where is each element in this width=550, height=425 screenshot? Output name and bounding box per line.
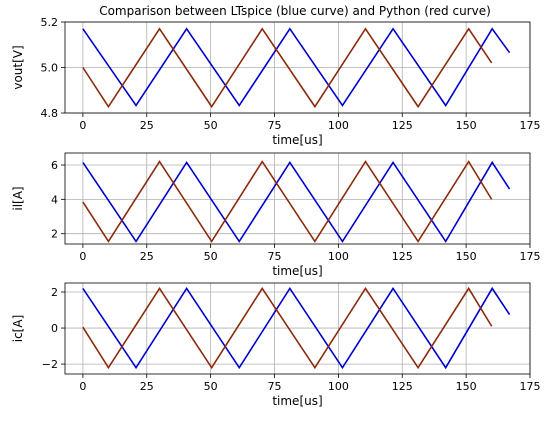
axes-frame — [64, 282, 531, 375]
x-tick-label: 125 — [392, 250, 413, 263]
figure-title: Comparison between LTspice (blue curve) … — [99, 4, 491, 18]
x-axis-label: time[us] — [272, 133, 322, 147]
y-axis-label: il[A] — [11, 186, 25, 210]
x-tick-label: 175 — [520, 380, 541, 393]
y-tick-label: 6 — [51, 159, 58, 172]
python-curve — [82, 27, 493, 109]
y-tick-label: −2 — [42, 358, 58, 371]
x-tick-label: 0 — [79, 250, 86, 263]
x-axis-label: time[us] — [272, 394, 322, 408]
x-tick-label: 50 — [204, 250, 218, 263]
y-axis-label: ic[A] — [11, 315, 25, 343]
x-tick-label: 0 — [79, 380, 86, 393]
x-tick-label: 150 — [456, 250, 477, 263]
x-tick-label: 150 — [456, 119, 477, 132]
python-curve — [82, 286, 493, 370]
x-tick-label: 125 — [392, 380, 413, 393]
ltspice-curve — [82, 27, 511, 107]
y-tick-label: 2 — [51, 286, 58, 299]
x-tick-label: 150 — [456, 380, 477, 393]
y-tick-label: 4.8 — [41, 107, 59, 120]
y-tick-label: 4 — [51, 193, 58, 206]
x-tick-label: 75 — [268, 380, 282, 393]
x-tick-label: 175 — [520, 119, 541, 132]
y-tick-label: 5.0 — [41, 62, 59, 75]
axes-frame — [64, 152, 531, 245]
y-tick-label: 2 — [51, 228, 58, 241]
x-tick-label: 100 — [328, 250, 349, 263]
python-curve — [82, 160, 493, 243]
y-axis-label: vout[V] — [11, 45, 25, 89]
x-tick-label: 25 — [140, 250, 154, 263]
x-tick-label: 100 — [328, 119, 349, 132]
y-tick-label: 0 — [51, 322, 58, 335]
x-tick-label: 50 — [204, 380, 218, 393]
x-axis-label: time[us] — [272, 264, 322, 278]
x-tick-label: 50 — [204, 119, 218, 132]
subplot-ila: 0 25 50 75 100 125 150 175 2 4 6 time[us] il[A] — [11, 152, 541, 278]
ltspice-curve — [82, 286, 511, 370]
x-tick-label: 0 — [79, 119, 86, 132]
x-tick-label: 25 — [140, 119, 154, 132]
ltspice-curve — [82, 160, 511, 243]
subplot-ica: 0 25 50 75 100 125 150 175 −2 0 2 time[us] ic[A] — [11, 282, 541, 408]
x-tick-label: 75 — [268, 119, 282, 132]
subplot-panels: 0 25 50 75 100 125 150 175 4.8 5.0 5.2 time[us] vout… — [11, 16, 541, 408]
x-tick-label: 125 — [392, 119, 413, 132]
x-tick-label: 25 — [140, 380, 154, 393]
x-tick-label: 100 — [328, 380, 349, 393]
x-tick-label: 75 — [268, 250, 282, 263]
y-tick-label: 5.2 — [41, 16, 59, 29]
subplot-voutv: 0 25 50 75 100 125 150 175 4.8 5.0 5.2 time[us] vout… — [11, 16, 541, 147]
x-tick-label: 175 — [520, 250, 541, 263]
